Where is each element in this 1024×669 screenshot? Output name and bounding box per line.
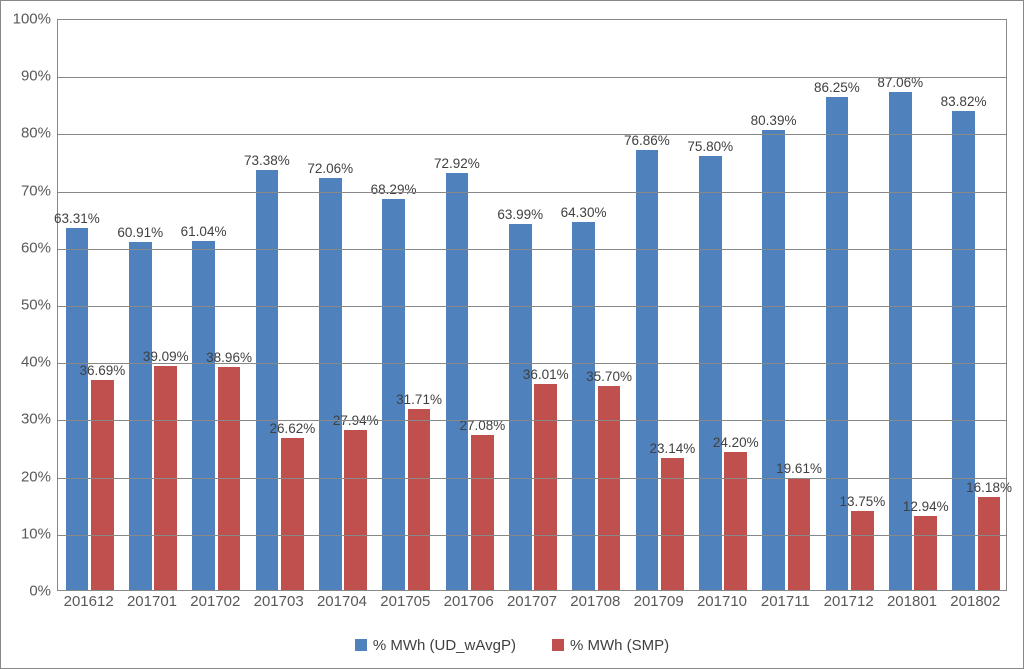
bars-layer: 63.31%36.69%60.91%39.09%61.04%38.96%73.3… (58, 20, 1006, 590)
bar-value-label: 73.38% (244, 153, 290, 168)
legend: % MWh (UD_wAvgP) % MWh (SMP) (1, 637, 1023, 654)
bar-value-label: 39.09% (143, 349, 189, 364)
bar-value-label: 36.01% (523, 367, 569, 382)
bar: 60.91% (129, 242, 152, 590)
bar: 87.06% (889, 92, 912, 590)
bar-value-label: 80.39% (751, 113, 797, 128)
bar-value-label: 64.30% (561, 205, 607, 220)
bar-value-label: 36.69% (80, 363, 126, 378)
bar-value-label: 12.94% (903, 499, 949, 514)
legend-item: % MWh (UD_wAvgP) (355, 637, 516, 654)
gridline (58, 249, 1006, 250)
bar-value-label: 19.61% (776, 461, 822, 476)
bar-value-label: 72.92% (434, 156, 480, 171)
bar-value-label: 31.71% (396, 392, 442, 407)
y-tick-label: 20% (1, 468, 51, 485)
bar-value-label: 72.06% (307, 161, 353, 176)
gridline (58, 192, 1006, 193)
bar-value-label: 23.14% (650, 441, 696, 456)
y-tick-label: 80% (1, 125, 51, 142)
legend-swatch (355, 639, 367, 651)
plot-area: 63.31%36.69%60.91%39.09%61.04%38.96%73.3… (57, 19, 1007, 591)
bar: 31.71% (408, 409, 431, 590)
x-tick-label: 201612 (64, 593, 114, 610)
bar-value-label: 86.25% (814, 80, 860, 95)
bar-value-label: 83.82% (941, 94, 987, 109)
bar: 61.04% (192, 241, 215, 590)
bar-value-label: 24.20% (713, 435, 759, 450)
gridline (58, 535, 1006, 536)
x-tick-label: 201708 (570, 593, 620, 610)
x-tick-label: 201706 (444, 593, 494, 610)
x-tick-label: 201710 (697, 593, 747, 610)
bar-value-label: 63.99% (497, 207, 543, 222)
x-tick-label: 201801 (887, 593, 937, 610)
x-tick-label: 201707 (507, 593, 557, 610)
bar-value-label: 76.86% (624, 133, 670, 148)
bar: 13.75% (851, 511, 874, 590)
y-tick-label: 30% (1, 411, 51, 428)
bar: 16.18% (978, 497, 1001, 590)
gridline (58, 363, 1006, 364)
bar: 75.80% (699, 156, 722, 590)
chart-container: 63.31%36.69%60.91%39.09%61.04%38.96%73.3… (0, 0, 1024, 669)
y-tick-label: 0% (1, 583, 51, 600)
y-tick-label: 40% (1, 354, 51, 371)
gridline (58, 478, 1006, 479)
bar: 27.08% (471, 435, 494, 590)
bar-value-label: 61.04% (181, 224, 227, 239)
x-tick-label: 201705 (380, 593, 430, 610)
x-tick-label: 201709 (634, 593, 684, 610)
gridline (58, 306, 1006, 307)
bar: 12.94% (914, 516, 937, 590)
bar: 73.38% (256, 170, 279, 590)
y-tick-label: 10% (1, 525, 51, 542)
legend-label: % MWh (SMP) (570, 637, 669, 654)
bar: 76.86% (636, 150, 659, 590)
bar: 72.06% (319, 178, 342, 590)
bar: 36.01% (534, 384, 557, 590)
bar: 36.69% (91, 380, 114, 590)
gridline (58, 134, 1006, 135)
y-tick-label: 70% (1, 182, 51, 199)
bar: 72.92% (446, 173, 469, 590)
bar: 26.62% (281, 438, 304, 590)
legend-item: % MWh (SMP) (552, 637, 669, 654)
bar-value-label: 60.91% (117, 225, 163, 240)
bar-value-label: 68.29% (371, 182, 417, 197)
x-tick-label: 201712 (824, 593, 874, 610)
bar: 35.70% (598, 386, 621, 590)
bar: 24.20% (724, 452, 747, 590)
x-tick-label: 201802 (950, 593, 1000, 610)
bar-value-label: 35.70% (586, 369, 632, 384)
legend-swatch (552, 639, 564, 651)
gridline (58, 77, 1006, 78)
y-tick-label: 100% (1, 11, 51, 28)
legend-label: % MWh (UD_wAvgP) (373, 637, 516, 654)
bar-value-label: 13.75% (840, 494, 886, 509)
y-tick-label: 90% (1, 68, 51, 85)
x-tick-label: 201704 (317, 593, 367, 610)
x-tick-label: 201711 (761, 593, 810, 610)
bar: 27.94% (344, 430, 367, 590)
x-tick-label: 201703 (254, 593, 304, 610)
bar-value-label: 63.31% (54, 211, 100, 226)
bar-value-label: 16.18% (966, 480, 1012, 495)
bar: 86.25% (826, 97, 849, 590)
y-tick-label: 60% (1, 239, 51, 256)
bar: 83.82% (952, 111, 975, 590)
y-tick-label: 50% (1, 297, 51, 314)
bar: 80.39% (762, 130, 785, 590)
x-tick-label: 201702 (190, 593, 240, 610)
gridline (58, 420, 1006, 421)
x-tick-label: 201701 (127, 593, 177, 610)
bar-value-label: 26.62% (270, 421, 316, 436)
bar-value-label: 75.80% (687, 139, 733, 154)
